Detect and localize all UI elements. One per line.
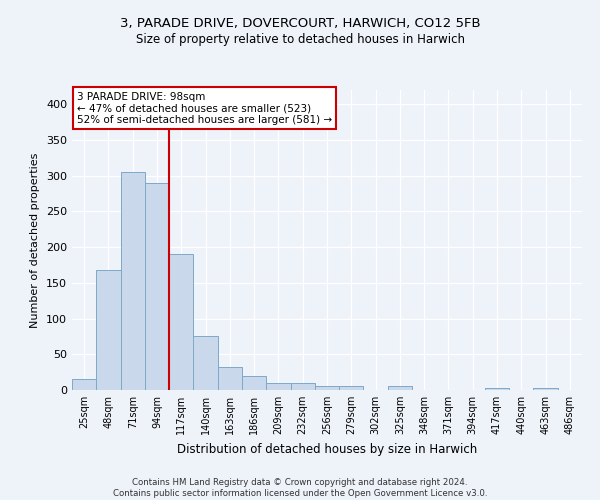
Text: Size of property relative to detached houses in Harwich: Size of property relative to detached ho… xyxy=(136,32,464,46)
Text: 3 PARADE DRIVE: 98sqm
← 47% of detached houses are smaller (523)
52% of semi-det: 3 PARADE DRIVE: 98sqm ← 47% of detached … xyxy=(77,92,332,124)
Text: Contains HM Land Registry data © Crown copyright and database right 2024.
Contai: Contains HM Land Registry data © Crown c… xyxy=(113,478,487,498)
Bar xyxy=(339,386,364,390)
Y-axis label: Number of detached properties: Number of detached properties xyxy=(31,152,40,328)
Bar xyxy=(193,336,218,390)
Bar xyxy=(485,388,509,390)
Bar xyxy=(72,380,96,390)
Bar xyxy=(388,386,412,390)
Bar xyxy=(266,383,290,390)
Bar xyxy=(242,376,266,390)
Bar xyxy=(121,172,145,390)
Bar xyxy=(533,388,558,390)
Bar xyxy=(218,367,242,390)
Bar xyxy=(96,270,121,390)
Text: 3, PARADE DRIVE, DOVERCOURT, HARWICH, CO12 5FB: 3, PARADE DRIVE, DOVERCOURT, HARWICH, CO… xyxy=(119,18,481,30)
Bar xyxy=(315,386,339,390)
Bar xyxy=(145,183,169,390)
Bar xyxy=(169,254,193,390)
X-axis label: Distribution of detached houses by size in Harwich: Distribution of detached houses by size … xyxy=(177,442,477,456)
Bar xyxy=(290,383,315,390)
